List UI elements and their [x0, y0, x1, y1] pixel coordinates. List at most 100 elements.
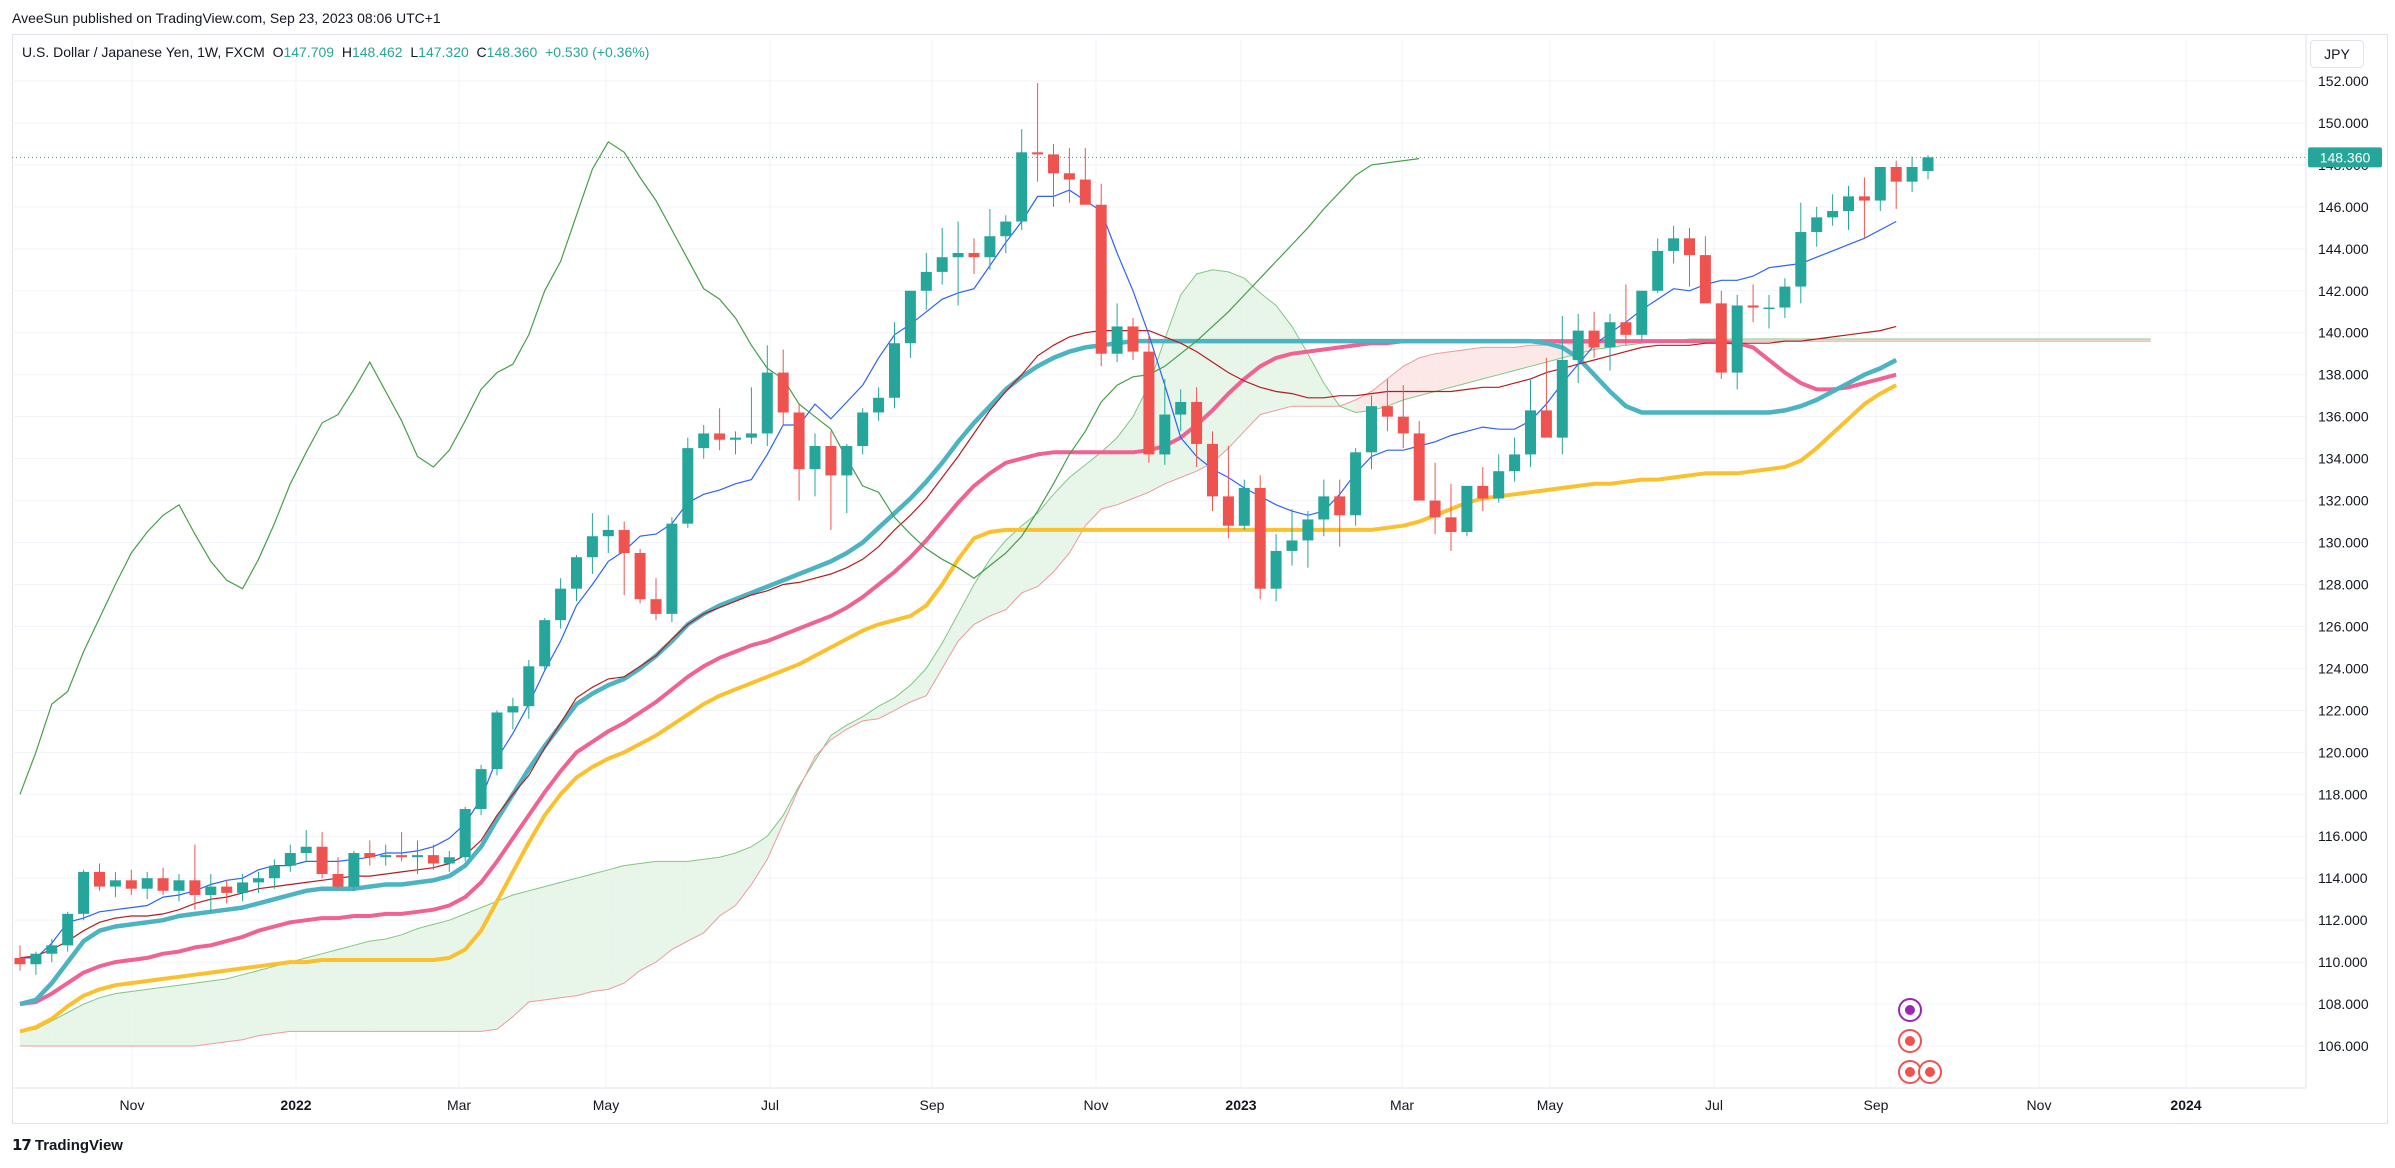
tradingview-logo[interactable]: 𝟭𝟳 TradingView	[12, 1136, 123, 1155]
price-tick-label: 152.000	[2318, 73, 2369, 89]
time-tick-label: 2022	[280, 1097, 311, 1113]
candle	[459, 806, 471, 862]
candle-body	[666, 523, 678, 614]
cloud-segment	[878, 697, 895, 719]
candle-body	[316, 846, 328, 875]
candle-body	[1413, 433, 1425, 501]
time-tick-label: Nov	[2027, 1097, 2052, 1113]
candle	[1572, 313, 1584, 384]
candle-body	[618, 529, 630, 554]
candle	[1429, 462, 1441, 535]
last-price-badge-label: 148.360	[2320, 149, 2371, 165]
candle	[1652, 238, 1664, 293]
leading-span-b-line	[20, 340, 2151, 1047]
price-tick-label: 120.000	[2318, 744, 2369, 760]
cloud-segment	[1276, 305, 1292, 411]
candle-body	[841, 446, 853, 476]
time-tick-label: Nov	[1084, 1097, 1109, 1113]
candle	[1604, 313, 1616, 371]
price-tick-label: 114.000	[2318, 870, 2368, 886]
candle	[873, 387, 885, 421]
candle-body	[1763, 307, 1775, 310]
candle-body	[109, 880, 121, 887]
cloud-segment	[1260, 292, 1277, 415]
candle-body	[205, 886, 217, 895]
price-axis: 106.000 108.000 110.000 112.000 114.000 116.0…	[2318, 73, 2369, 1054]
candle-body	[1779, 286, 1791, 308]
candle-body	[539, 620, 551, 667]
cloud-segment	[719, 853, 736, 916]
candle-body	[1016, 152, 1028, 222]
cloud-segment	[1403, 357, 1420, 400]
candle-body	[1588, 330, 1600, 348]
candle	[650, 578, 662, 621]
candle-body	[1461, 485, 1473, 533]
open-value: 147.709	[283, 44, 335, 60]
us-flag-event-icon-dot	[1905, 1036, 1915, 1046]
candle	[1000, 215, 1012, 254]
candle	[253, 871, 264, 893]
candle-body	[1032, 152, 1044, 155]
candle-body	[1540, 410, 1552, 438]
candle-body	[30, 953, 42, 965]
candle-body	[1525, 410, 1536, 455]
candle	[1254, 475, 1266, 600]
candle-body	[1604, 322, 1616, 348]
candle	[1715, 290, 1727, 379]
candle	[539, 618, 551, 671]
candle-body	[952, 253, 964, 258]
candle	[1588, 311, 1600, 358]
price-tick-label: 122.000	[2318, 702, 2369, 718]
candle	[952, 221, 964, 306]
candle-body	[1477, 485, 1489, 499]
candle-body	[1572, 330, 1584, 361]
candle	[857, 408, 869, 455]
candle	[1207, 431, 1218, 512]
candle-body	[1238, 487, 1250, 526]
candle-body	[698, 433, 710, 449]
candle-body	[1048, 154, 1059, 174]
price-tick-label: 108.000	[2318, 996, 2369, 1012]
cloud-segment	[544, 882, 561, 1000]
symbol-legend: U.S. Dollar / Japanese Yen, 1W, FXCM O14…	[22, 44, 649, 60]
candle	[268, 859, 280, 889]
candle	[94, 863, 105, 891]
symbol-name[interactable]: U.S. Dollar / Japanese Yen, 1W, FXCM	[22, 44, 265, 60]
candle-body	[157, 878, 169, 891]
candle	[1381, 378, 1393, 432]
candle-body	[1191, 401, 1203, 444]
candle	[1032, 83, 1044, 182]
candle	[730, 431, 741, 455]
time-tick-label: Mar	[1390, 1097, 1414, 1113]
candle-body	[253, 878, 264, 883]
candle-body	[1827, 211, 1839, 218]
cloud-segment	[115, 991, 132, 1047]
candle-body	[1270, 550, 1282, 589]
candle	[714, 408, 726, 451]
candle	[396, 832, 408, 862]
candle-body	[1318, 496, 1330, 520]
cloud-segment	[671, 861, 688, 950]
candle	[1890, 160, 1902, 209]
candle-body	[1493, 471, 1505, 499]
candle-body	[491, 712, 503, 770]
cloud-segment	[99, 993, 116, 1047]
candle	[1286, 508, 1298, 566]
candle-body	[1747, 305, 1759, 308]
cloud-segment	[290, 957, 307, 1032]
candle-body	[1906, 166, 1918, 182]
candle-body	[1556, 360, 1568, 438]
currency-button[interactable]: JPY	[2310, 40, 2364, 68]
candle-body	[984, 236, 996, 258]
cloud-segment	[306, 953, 323, 1032]
candle-body	[1302, 519, 1314, 541]
candle-body	[412, 855, 423, 858]
price-tick-label: 146.000	[2318, 199, 2369, 215]
candle-body	[761, 372, 773, 434]
cloud-segment	[465, 907, 482, 1032]
cloud-segment	[687, 859, 704, 942]
candle-body	[14, 957, 26, 965]
cloud-segment	[1101, 437, 1118, 509]
cloud-segment	[481, 901, 497, 1032]
